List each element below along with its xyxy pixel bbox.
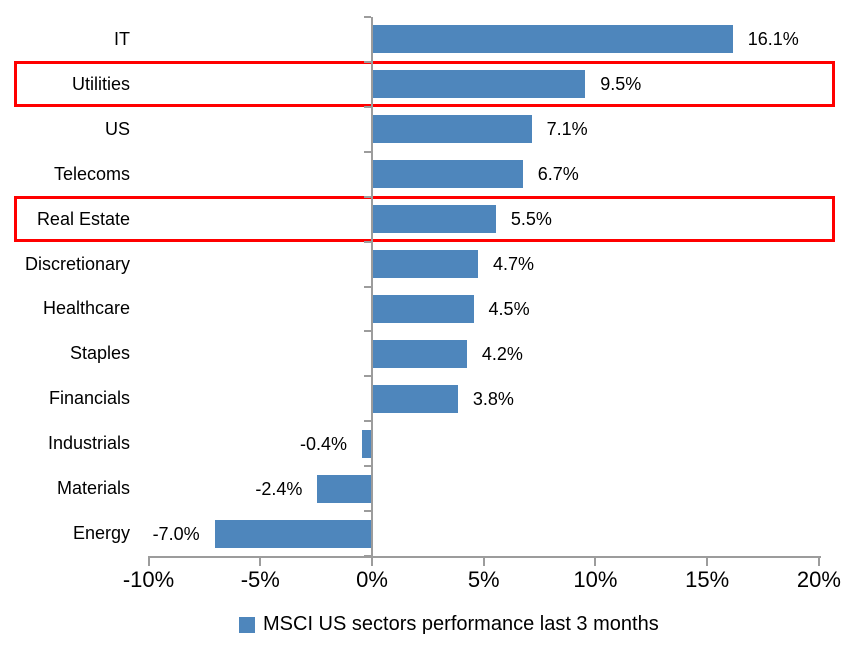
x-axis-tick-label: -5%: [240, 567, 280, 592]
highlight-box-utilities: [14, 60, 835, 107]
category-tick: [364, 285, 371, 288]
category-label: Discretionary: [24, 253, 130, 274]
zero-axis-line: [371, 17, 373, 556]
x-axis-tick: [594, 558, 597, 566]
category-tick: [364, 150, 371, 153]
bar-materials: [317, 474, 371, 503]
category-label: Staples: [69, 343, 130, 364]
x-axis-tick-label: 5%: [467, 567, 500, 592]
x-axis-tick-label: 10%: [573, 567, 618, 592]
value-label: -0.4%: [300, 433, 348, 454]
x-axis-tick-label: -10%: [122, 567, 175, 592]
bar-it: [373, 25, 733, 54]
bar-energy: [214, 519, 371, 548]
value-label: 3.8%: [472, 388, 514, 409]
bar-financials: [373, 384, 458, 413]
legend: MSCI US sectors performance last 3 month…: [239, 613, 659, 636]
bar-us: [373, 115, 532, 144]
category-tick: [364, 330, 371, 333]
legend-label: MSCI US sectors performance last 3 month…: [263, 613, 659, 635]
category-tick: [364, 240, 371, 243]
category-label: Utilities: [71, 73, 130, 94]
bar-healthcare: [373, 294, 474, 323]
x-axis-tick: [706, 558, 709, 566]
x-axis-tick-label: 15%: [685, 567, 730, 592]
bar-discretionary: [373, 250, 479, 279]
category-tick: [364, 465, 371, 468]
x-axis-tick-label: 20%: [796, 567, 841, 592]
category-tick: [364, 420, 371, 423]
bar-staples: [373, 339, 467, 368]
bar-telecoms: [373, 160, 523, 189]
value-label: 9.5%: [600, 74, 642, 95]
category-label: US: [104, 118, 130, 139]
category-tick: [364, 510, 371, 513]
category-label: Energy: [72, 523, 130, 544]
value-label: -2.4%: [255, 478, 303, 499]
category-tick: [364, 375, 371, 378]
value-label: -7.0%: [152, 523, 200, 544]
x-axis-tick-label: 0%: [356, 567, 388, 592]
category-tick: [364, 195, 371, 198]
value-label: 4.5%: [488, 298, 530, 319]
category-tick: [364, 16, 371, 18]
x-axis-tick: [259, 558, 262, 566]
category-label: Telecoms: [53, 163, 130, 184]
value-label: 16.1%: [747, 29, 799, 50]
category-tick: [364, 60, 371, 63]
category-label: Financials: [48, 388, 130, 409]
category-label: Healthcare: [42, 298, 130, 319]
bar-real-estate: [373, 205, 496, 234]
x-axis-tick: [147, 558, 150, 566]
bar-utilities: [373, 70, 586, 99]
value-label: 5.5%: [510, 209, 552, 230]
x-axis-line: [148, 556, 821, 558]
value-label: 4.2%: [481, 343, 523, 364]
category-tick: [364, 105, 371, 108]
bar-industrials: [362, 429, 371, 458]
value-label: 6.7%: [537, 164, 579, 185]
category-label: Real Estate: [36, 208, 130, 229]
legend-swatch-icon: [239, 616, 255, 633]
x-axis-tick: [817, 558, 820, 566]
x-axis-tick: [371, 558, 373, 566]
value-label: 7.1%: [546, 119, 588, 140]
category-label: Industrials: [47, 433, 130, 454]
value-label: 4.7%: [493, 254, 535, 275]
highlight-box-real-estate: [14, 195, 835, 242]
category-label: Materials: [56, 478, 130, 499]
category-label: IT: [114, 28, 130, 49]
x-axis-tick: [482, 558, 485, 566]
